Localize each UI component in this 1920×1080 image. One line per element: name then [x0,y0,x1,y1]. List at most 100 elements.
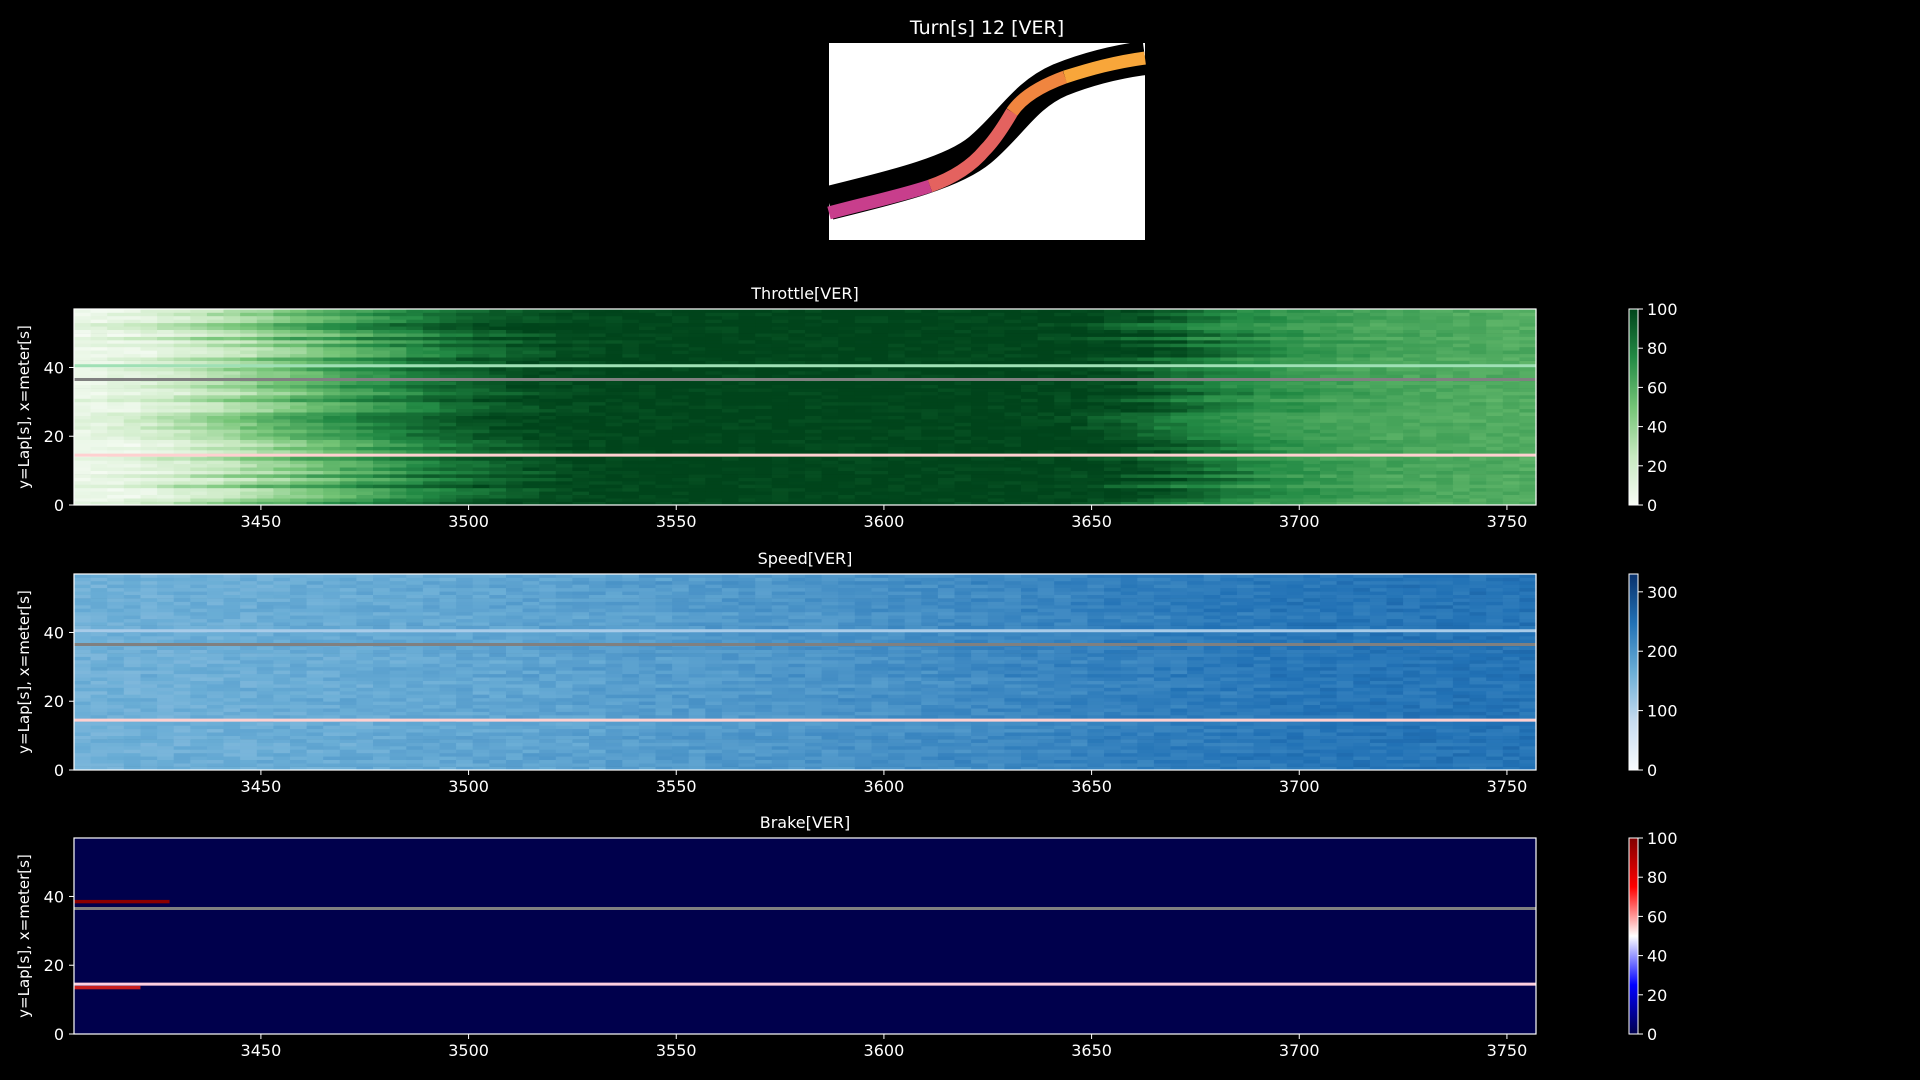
heatmap-cell [904,357,922,361]
heatmap-cell [1519,322,1537,327]
heatmap-cell [572,415,590,420]
heatmap-cell [1120,412,1138,416]
heatmap-cell [140,467,158,471]
heatmap-cell [1137,494,1155,499]
heatmap-cell [688,319,706,324]
heatmap-cell [1170,480,1188,485]
heatmap-cell [356,436,374,440]
heatmap-cell [987,456,1005,461]
heatmap-cell [456,346,474,351]
heatmap-cell [74,312,92,317]
heatmap-cell [323,391,341,396]
heatmap-cell [937,360,956,365]
heatmap-cell [539,350,557,355]
heatmap-cell [472,456,490,461]
heatmap-cell [1452,460,1471,465]
heatmap-cell [888,415,906,420]
heatmap-cell [107,312,125,317]
heatmap-cell [356,408,374,413]
heatmap-cell [605,326,623,330]
heatmap-cell [273,484,291,489]
heatmap-cell [937,484,956,489]
heatmap-cell [555,346,573,351]
heatmap-cell [1320,353,1338,358]
heatmap-cell [1070,460,1088,465]
heatmap-cell [1104,439,1122,444]
heatmap-cell [1087,315,1105,320]
heatmap-cell [705,405,723,410]
heatmap-cell [74,491,92,495]
heatmap-cell [173,360,191,365]
heatmap-cell [1187,405,1205,410]
heatmap-cell [555,412,573,416]
heatmap-cell [805,480,823,485]
heatmap-cell [522,391,540,396]
heatmap-cell [290,477,308,482]
heatmap-cell [173,343,191,348]
heatmap-cell [206,436,225,440]
heatmap-cell [854,443,872,447]
heatmap-cell [1037,422,1055,427]
heatmap-cell [123,319,141,324]
heatmap-cell [472,484,490,489]
heatmap-cell [838,391,856,396]
heatmap-cell [555,405,573,410]
heatmap-cell [256,360,274,365]
heatmap-cell [705,446,723,451]
heatmap-cell [373,467,391,471]
heatmap-cell [721,501,740,506]
heatmap-cell [1519,415,1537,420]
heatmap-cell [971,367,989,372]
heatmap-cell [871,350,889,355]
heatmap-cell [123,408,141,413]
heatmap-cell [1502,456,1520,461]
heatmap-cell [107,319,125,324]
heatmap-cell [937,395,956,399]
heatmap-cell [555,343,573,348]
heatmap-cell [472,439,490,444]
heatmap-cell [1203,494,1221,499]
heatmap-cell [389,422,407,427]
heatmap-cell [688,494,706,499]
heatmap-cell [506,460,524,465]
heatmap-cell [422,467,441,471]
heatmap-cell [1120,467,1138,471]
heatmap-cell [888,329,906,334]
heatmap-cell [1502,470,1520,475]
heatmap-cell [937,487,956,492]
heatmap-cell [389,405,407,410]
heatmap-cell [1087,401,1105,406]
heatmap-cell [1419,477,1437,482]
heatmap-cell [506,398,524,403]
heatmap-cell [489,467,507,471]
heatmap-cell [871,384,889,389]
heatmap-cell [1120,353,1138,358]
heatmap-cell [1004,491,1022,495]
heatmap-cell [74,391,92,396]
heatmap-cell [638,374,657,379]
heatmap-cell [805,450,823,454]
heatmap-cell [273,395,291,399]
heatmap-cell [90,498,108,502]
heatmap-cell [871,353,889,358]
heatmap-cell [1054,398,1072,403]
heatmap-cell [1137,477,1155,482]
heatmap-cell [655,477,673,482]
heatmap-cell [472,460,490,465]
heatmap-cell [622,350,640,355]
heatmap-cell [705,415,723,420]
heatmap-cell [721,370,740,375]
heatmap-cell [1170,484,1188,489]
heatmap-cell [821,436,839,440]
heatmap-cell [90,491,108,495]
heatmap-cell [1270,460,1288,465]
heatmap-cell [439,315,457,320]
heatmap-cell [555,491,573,495]
heatmap-cell [771,353,789,358]
heatmap-cell [1004,456,1022,461]
heatmap-cell [605,474,623,478]
heatmap-cell [1403,333,1421,337]
heatmap-cell [206,408,225,413]
heatmap-cell [622,487,640,492]
heatmap-cell [854,329,872,334]
